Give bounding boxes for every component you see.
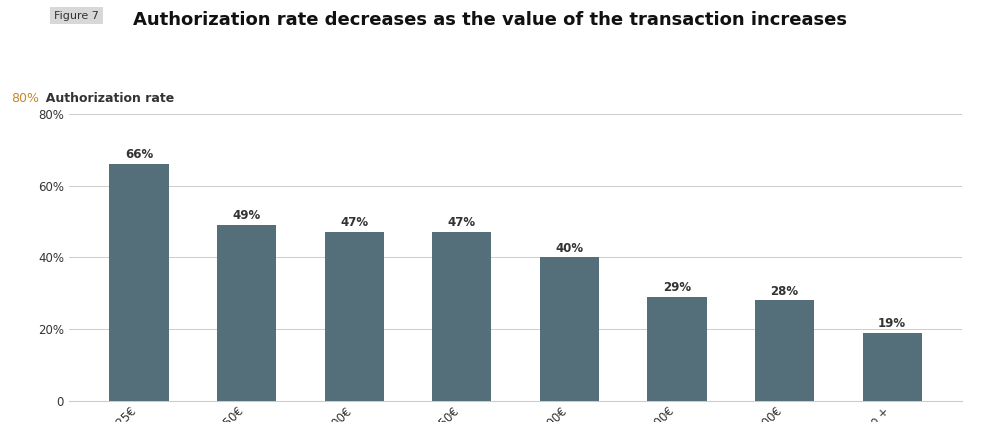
- Bar: [862, 333, 922, 401]
- Bar: [109, 164, 169, 401]
- Text: 47%: 47%: [448, 216, 476, 230]
- Text: 49%: 49%: [233, 209, 260, 222]
- Bar: [755, 300, 814, 401]
- Bar: [647, 297, 706, 401]
- Text: 80%: 80%: [11, 92, 38, 106]
- Bar: [325, 232, 384, 401]
- Bar: [432, 232, 491, 401]
- Text: 19%: 19%: [878, 317, 906, 330]
- Text: 47%: 47%: [340, 216, 368, 230]
- Text: 28%: 28%: [771, 284, 798, 298]
- Text: 66%: 66%: [125, 148, 153, 161]
- Bar: [217, 225, 276, 401]
- Text: 40%: 40%: [555, 241, 583, 254]
- Text: Figure 7: Figure 7: [54, 11, 99, 21]
- Text: Authorization rate: Authorization rate: [37, 92, 175, 106]
- Bar: [540, 257, 599, 401]
- Text: 29%: 29%: [663, 281, 691, 294]
- Text: Authorization rate decreases as the value of the transaction increases: Authorization rate decreases as the valu…: [133, 11, 846, 29]
